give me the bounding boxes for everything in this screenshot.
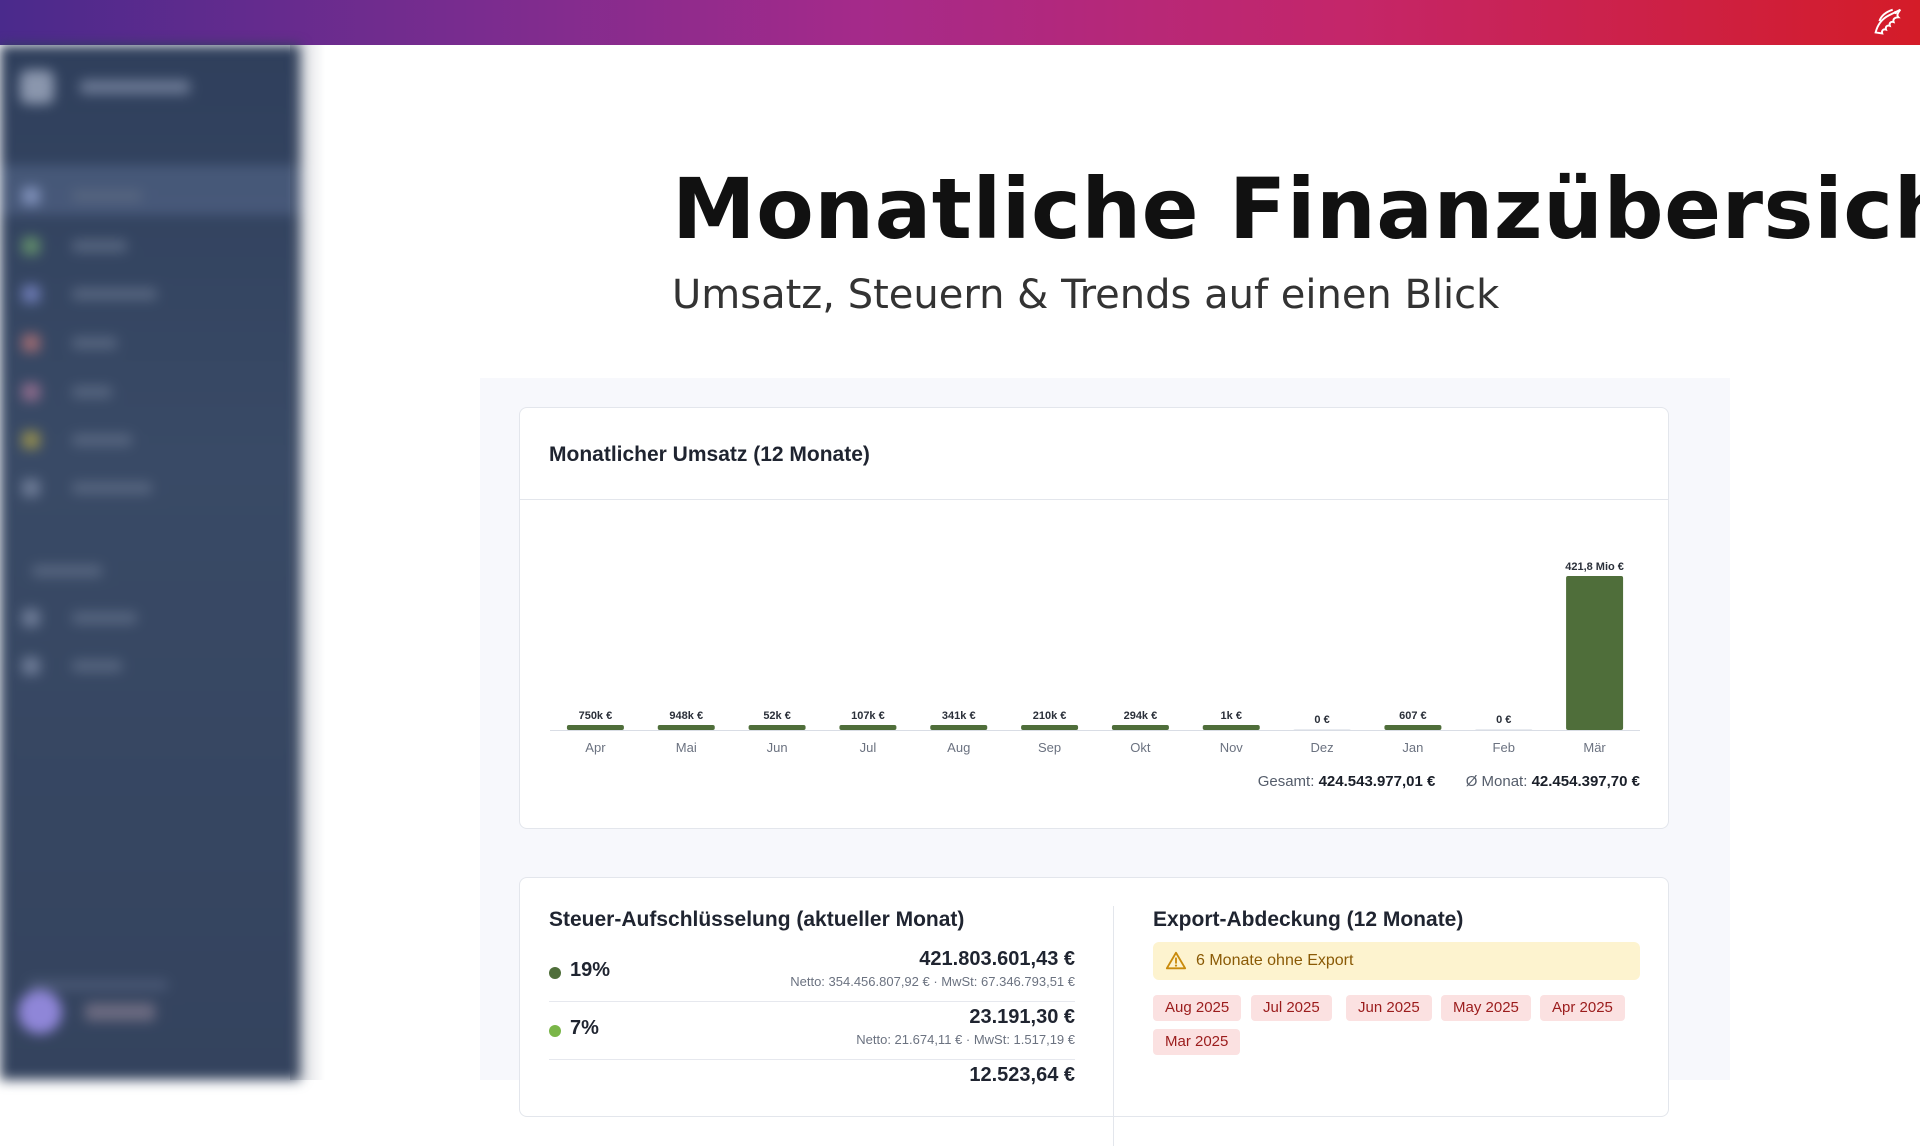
tax-detail: Netto: 21.674,11 € · MwSt: 1.517,19 € — [856, 1032, 1075, 1047]
chart-x-tick-label: Jul — [860, 740, 877, 755]
chart-data-label: 948k € — [669, 710, 703, 722]
chart-bar[interactable] — [930, 725, 988, 730]
tax-rate: 19% — [570, 959, 611, 981]
tax-card-title: Steuer-Aufschlüsselung (aktueller Monat) — [549, 908, 965, 931]
sidebar-shadow — [290, 45, 325, 1080]
export-warning-text: 6 Monate ohne Export — [1196, 952, 1354, 969]
tax-export-card: Steuer-Aufschlüsselung (aktueller Monat)… — [519, 877, 1669, 1146]
chart-data-label: 341k € — [942, 710, 976, 722]
tax-amount: 23.191,30 € — [969, 1006, 1075, 1028]
missing-month-chip[interactable]: Apr 2025 — [1540, 995, 1625, 1021]
sidebar-item-7[interactable] — [22, 477, 212, 499]
sidebar-item-8[interactable] — [22, 607, 212, 629]
export-warning-banner: 6 Monate ohne Export — [1153, 942, 1640, 980]
sidebar-item-4[interactable] — [22, 332, 212, 354]
chart-bar[interactable] — [1202, 725, 1260, 730]
chart-bar[interactable] — [566, 725, 624, 730]
tax-rate: 7% — [570, 1017, 599, 1039]
chart-x-tick-label: Jun — [767, 740, 788, 755]
tax-row: 7% 23.191,30 € Netto: 21.674,11 € · MwSt… — [549, 1002, 1075, 1060]
export-card-title: Export-Abdeckung (12 Monate) — [1153, 908, 1464, 931]
average-label: Ø Monat: — [1465, 773, 1528, 790]
chart-x-tick-label: Mär — [1583, 740, 1606, 755]
chart-bar[interactable] — [748, 725, 806, 730]
revenue-totals: Gesamt: 424.543.977,01 € Ø Monat: 42.454… — [1258, 773, 1640, 790]
total-label: Gesamt: — [1257, 773, 1315, 790]
chart-bar[interactable] — [839, 725, 897, 730]
tax-amount: 12.523,64 € — [969, 1064, 1075, 1086]
sidebar-item-1[interactable] — [22, 185, 212, 207]
chart-data-label: 210k € — [1033, 710, 1067, 722]
sidebar-footer-text — [28, 980, 168, 990]
sidebar-item-2[interactable] — [22, 235, 212, 257]
chart-bar[interactable] — [1111, 725, 1169, 730]
chart-x-tick-label: Aug — [947, 740, 970, 755]
page-title: Monatliche Finanzübersicht — [672, 160, 1920, 258]
missing-month-chip[interactable]: Mar 2025 — [1153, 1029, 1241, 1055]
tax-rate-dot — [549, 1025, 561, 1037]
chart-data-label: 107k € — [851, 710, 885, 722]
sidebar — [0, 45, 300, 1080]
chart-data-label: 421,8 Mio € — [1565, 561, 1624, 573]
dragon-logo-icon[interactable] — [1868, 4, 1906, 42]
chart-bar[interactable] — [1566, 576, 1624, 730]
sidebar-item-3[interactable] — [22, 283, 212, 305]
tax-amount: 421.803.601,43 € — [919, 948, 1075, 970]
avatar[interactable] — [18, 990, 62, 1034]
chart-bar[interactable] — [1475, 729, 1533, 730]
average-value: 42.454.397,70 € — [1531, 773, 1640, 790]
revenue-card: Monatlicher Umsatz (12 Monate) 750k € Apr… — [519, 407, 1669, 829]
revenue-bar-chart: 750k € Apr 948k € Mai 52k € Jun 107k € Jul 341k … — [550, 561, 1640, 755]
tax-detail: Netto: 354.456.807,92 € · MwSt: 67.346.7… — [790, 974, 1075, 989]
chart-data-label: 1k € — [1221, 710, 1242, 722]
total-value: 424.543.977,01 € — [1318, 773, 1436, 790]
revenue-card-title: Monatlicher Umsatz (12 Monate) — [549, 443, 870, 466]
chart-data-label: 294k € — [1124, 710, 1158, 722]
sidebar-item-6[interactable] — [22, 429, 212, 451]
chart-data-label: 0 € — [1496, 714, 1511, 726]
missing-month-chip[interactable]: Aug 2025 — [1153, 995, 1242, 1021]
chart-bar[interactable] — [1293, 729, 1351, 730]
chart-data-label: 52k € — [763, 710, 791, 722]
page-subtitle: Umsatz, Steuern & Trends auf einen Blick — [672, 272, 1500, 318]
sidebar-active-highlight — [0, 165, 300, 215]
missing-month-chip[interactable]: Jul 2025 — [1251, 995, 1332, 1021]
missing-month-chip[interactable]: Jun 2025 — [1346, 995, 1432, 1021]
chart-x-tick-label: Okt — [1130, 740, 1151, 755]
warning-triangle-icon — [1165, 951, 1187, 970]
tax-row: 12.523,64 € — [549, 1060, 1075, 1118]
chart-bar[interactable] — [657, 725, 715, 730]
missing-month-chip[interactable]: May 2025 — [1441, 995, 1531, 1021]
sidebar-item-5[interactable] — [22, 381, 212, 403]
tax-rate-dot — [549, 967, 561, 979]
revenue-card-header: Monatlicher Umsatz (12 Monate) — [520, 408, 1668, 500]
chart-x-tick-label: Dez — [1311, 740, 1334, 755]
sidebar-brand[interactable] — [20, 70, 190, 104]
chart-x-tick-label: Nov — [1220, 740, 1244, 755]
user-name — [85, 1003, 155, 1021]
sidebar-item-9[interactable] — [22, 655, 212, 677]
column-divider — [1113, 906, 1114, 1146]
chart-data-label: 607 € — [1399, 710, 1427, 722]
tax-row: 19% 421.803.601,43 € Netto: 354.456.807,… — [549, 944, 1075, 1002]
chart-x-tick-label: Feb — [1493, 740, 1515, 755]
chart-data-label: 750k € — [579, 710, 613, 722]
top-gradient-bar — [0, 0, 1920, 45]
chart-bar[interactable] — [1021, 725, 1079, 730]
chart-x-tick-label: Jan — [1402, 740, 1423, 755]
chart-data-label: 0 € — [1314, 714, 1329, 726]
sidebar-section-header — [22, 560, 212, 582]
chart-x-tick-label: Apr — [585, 740, 606, 755]
chart-x-tick-label: Mai — [676, 740, 697, 755]
chart-bar[interactable] — [1384, 725, 1442, 730]
chart-x-tick-label: Sep — [1038, 740, 1061, 755]
